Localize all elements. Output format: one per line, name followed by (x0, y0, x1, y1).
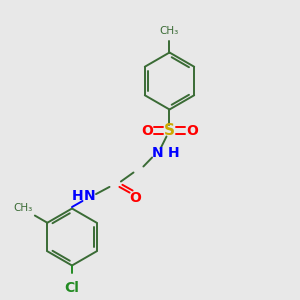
Text: O: O (186, 124, 198, 137)
Text: O: O (141, 124, 153, 137)
Text: N: N (152, 146, 163, 160)
Text: H: H (72, 190, 84, 203)
Text: S: S (164, 123, 175, 138)
Text: N: N (84, 190, 96, 203)
Text: Cl: Cl (64, 280, 80, 295)
Text: H: H (167, 146, 179, 160)
Text: CH₃: CH₃ (160, 26, 179, 36)
Text: O: O (129, 191, 141, 205)
Text: CH₃: CH₃ (13, 202, 32, 212)
